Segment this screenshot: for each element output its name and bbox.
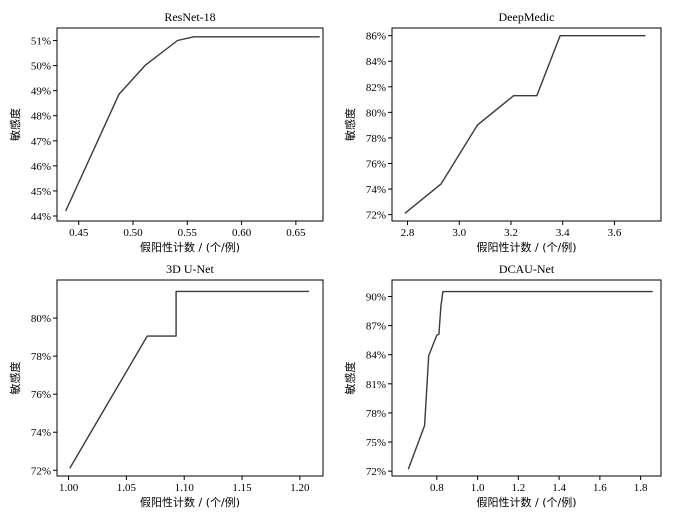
y-tick-label: 74%	[31, 427, 51, 439]
panel-4: DCAU-Net 0.8 1.0 1.2 1.4 1.6 1.8 72% 75% 78% 81% 84…	[343, 262, 662, 509]
y-tick-label: 75%	[366, 437, 386, 449]
y-tick-label: 51%	[31, 36, 51, 48]
y-tick-label: 82%	[366, 82, 386, 94]
y-tick-label: 48%	[31, 111, 51, 123]
y-tick-label: 50%	[31, 61, 51, 73]
y-tick-label: 76%	[366, 158, 386, 170]
y-tick-label: 47%	[31, 136, 51, 148]
plot-frame	[56, 279, 324, 477]
x-tick-label: 0.45	[69, 227, 89, 239]
series-line	[69, 290, 310, 469]
x-tick-label: 1.00	[59, 482, 79, 494]
x-axis-label: 假阳性计数 / (个/例)	[140, 495, 240, 509]
y-tick-label: 72%	[31, 465, 51, 477]
y-tick-label: 72%	[366, 210, 386, 222]
x-axis-label: 假阳性计数 / (个/例)	[477, 240, 577, 254]
panel-title: DeepMedic	[499, 10, 555, 24]
x-axis-label: 假阳性计数 / (个/例)	[477, 495, 577, 509]
x-tick-label: 1.6	[593, 482, 607, 494]
panel-title: 3D U-Net	[166, 262, 214, 276]
y-tick-label: 86%	[366, 31, 386, 43]
x-tick-label: 3.2	[504, 227, 518, 239]
x-tick-label: 3.0	[452, 227, 466, 239]
x-axis-label: 假阳性计数 / (个/例)	[140, 240, 240, 254]
x-tick-label: 1.0	[471, 482, 485, 494]
y-tick-label: 78%	[366, 408, 386, 420]
series-line	[404, 35, 646, 214]
plot-frame	[391, 279, 662, 477]
y-axis-label: 敏感度	[343, 108, 357, 141]
x-tick-label: 1.05	[117, 482, 137, 494]
plot-frame	[56, 27, 324, 222]
y-tick-label: 74%	[366, 184, 386, 196]
panel-3: 3D U-Net 1.00 1.05 1.10 1.15 1.20 72% 74% 76% 78%…	[8, 262, 324, 509]
y-tick-label: 78%	[31, 351, 51, 363]
y-tick-label: 80%	[31, 313, 51, 325]
panel-title: DCAU-Net	[499, 262, 555, 276]
x-tick-label: 0.55	[178, 227, 198, 239]
y-tick-label: 78%	[366, 133, 386, 145]
y-tick-label: 81%	[366, 379, 386, 391]
x-tick-label: 0.65	[286, 227, 306, 239]
y-tick-label: 84%	[366, 350, 386, 362]
x-tick-label: 3.6	[608, 227, 622, 239]
y-tick-label: 76%	[31, 389, 51, 401]
y-tick-label: 45%	[31, 186, 51, 198]
x-tick-label: 0.50	[123, 227, 143, 239]
x-tick-label: 3.4	[556, 227, 570, 239]
y-tick-label: 80%	[366, 107, 386, 119]
x-tick-label: 0.60	[232, 227, 252, 239]
panel-1: ResNet-18 0.45 0.50 0.55 0.60 0.65 44% 45% 46% 47…	[8, 10, 324, 254]
y-tick-label: 46%	[31, 161, 51, 173]
panel-2: DeepMedic 2.8 3.0 3.2 3.4 3.6 72% 74% 76% 78% 80% 8…	[343, 10, 662, 254]
y-tick-label: 44%	[31, 211, 51, 223]
y-tick-label: 49%	[31, 86, 51, 98]
x-tick-label: 2.8	[401, 227, 415, 239]
y-tick-label: 72%	[366, 466, 386, 478]
x-tick-label: 1.20	[290, 482, 310, 494]
x-tick-label: 1.8	[634, 482, 648, 494]
y-axis-label: 敏感度	[8, 108, 22, 141]
y-tick-label: 84%	[366, 56, 386, 68]
x-tick-label: 1.2	[511, 482, 525, 494]
series-line	[65, 36, 320, 212]
y-axis-label: 敏感度	[343, 362, 357, 395]
y-axis-label: 敏感度	[8, 362, 22, 395]
panel-title: ResNet-18	[164, 10, 215, 24]
x-tick-label: 1.4	[552, 482, 566, 494]
y-tick-label: 90%	[366, 291, 386, 303]
x-tick-label: 1.10	[175, 482, 195, 494]
x-tick-label: 1.15	[232, 482, 252, 494]
y-tick-label: 87%	[366, 321, 386, 333]
series-line	[407, 290, 653, 470]
x-tick-label: 0.8	[430, 482, 444, 494]
plot-frame	[391, 27, 662, 222]
